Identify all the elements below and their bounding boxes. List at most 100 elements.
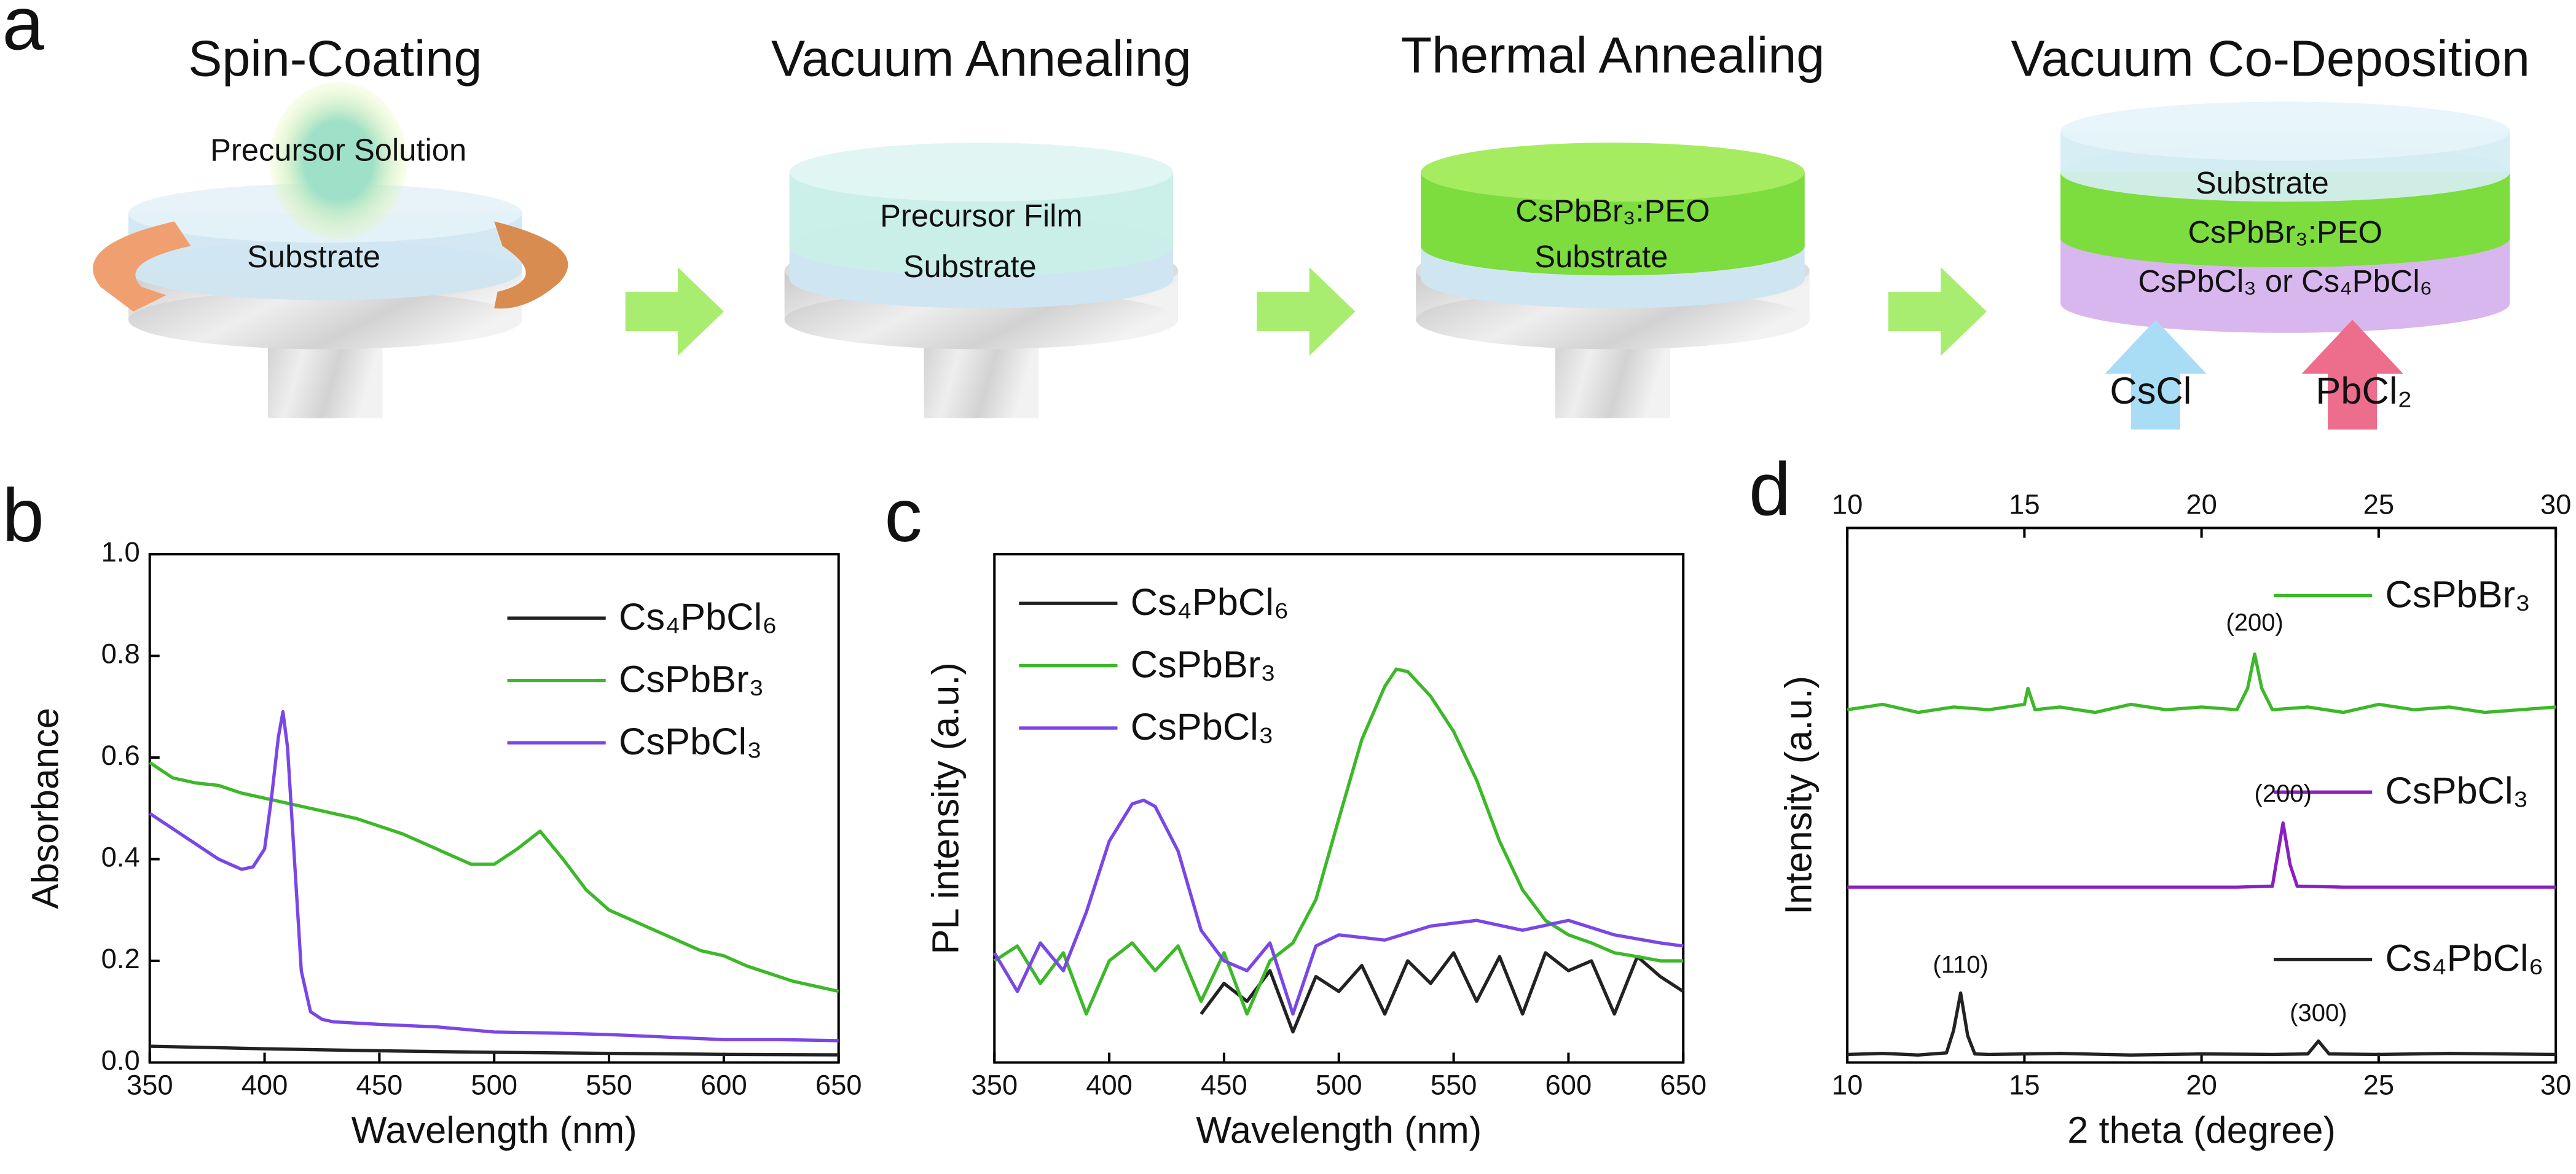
disk-bottom — [2060, 273, 2510, 333]
step-arrow — [1888, 267, 1987, 356]
legend-label: Cs₄PbCl₆ — [1131, 581, 1289, 624]
x-tick-label: 450 — [356, 1070, 403, 1101]
disk-top — [2060, 101, 2510, 161]
data-line — [149, 761, 839, 993]
legend-label: CsPbCl₃ — [619, 721, 762, 763]
x-top-tick-label: 25 — [2363, 489, 2394, 520]
layer-label: CsPbBr₃:PEO — [2188, 214, 2382, 249]
x-tick-label: 400 — [242, 1070, 288, 1101]
layer-label: CsPbBr₃:PEO — [1515, 193, 1710, 228]
layer-label: CsCl — [2110, 370, 2191, 412]
panel-label: a — [2, 0, 45, 66]
disk-bottom — [1416, 290, 1810, 350]
x-tick-label: 350 — [971, 1070, 1018, 1101]
y-axis-label: PL intensity (a.u.) — [925, 662, 967, 954]
disk-bottom — [784, 290, 1179, 350]
x-tick-label: 600 — [701, 1070, 747, 1101]
x-top-tick-label: 10 — [1832, 489, 1863, 520]
panel-label: c — [884, 474, 922, 558]
panel-label: b — [2, 474, 44, 558]
step-arrow — [1257, 267, 1356, 356]
x-top-tick-label: 15 — [2009, 489, 2040, 520]
process-diagram — [93, 82, 2510, 430]
x-top-tick-label: 20 — [2186, 489, 2217, 520]
data-line — [1847, 652, 2556, 714]
droplet — [269, 82, 407, 240]
data-line — [1200, 951, 1684, 1034]
x-tick-label: 10 — [1832, 1070, 1863, 1101]
legend-label: CsPbCl₃ — [1131, 706, 1274, 748]
disk-bottom — [2060, 143, 2510, 202]
disk-bottom — [789, 216, 1174, 276]
layer-label: Substrate — [903, 249, 1037, 284]
layer-label: Substrate — [2196, 165, 2329, 200]
y-axis-label: Absorbance — [24, 708, 66, 909]
y-axis-label: Intensity (a.u.) — [1778, 676, 1820, 915]
data-line — [993, 667, 1684, 1016]
y-tick-label: 0.2 — [101, 943, 140, 974]
layer-label: Precursor Solution — [210, 133, 466, 168]
disk-bottom — [2060, 208, 2510, 268]
x-tick-label: 15 — [2009, 1070, 2040, 1101]
data-line — [992, 798, 1684, 1016]
layer-label: Substrate — [247, 239, 380, 274]
step-title: Vacuum Co-Deposition — [2011, 29, 2530, 87]
y-tick-label: 1.0 — [101, 536, 140, 568]
data-line — [1847, 991, 2556, 1057]
x-tick-label: 550 — [586, 1070, 632, 1101]
y-tick-label: 0.0 — [101, 1044, 140, 1076]
x-tick-label: 650 — [815, 1070, 862, 1101]
x-tick-label: 550 — [1431, 1070, 1477, 1101]
layer-label: Precursor Film — [880, 198, 1083, 233]
legend-label: CsPbBr₃ — [619, 659, 764, 701]
peak-annotation: (300) — [2290, 1000, 2347, 1027]
legend-label: CsPbCl₃ — [2386, 770, 2529, 812]
up-arrow — [2301, 319, 2403, 430]
data-line — [1847, 821, 2556, 889]
x-axis-label: Wavelength (nm) — [351, 1109, 637, 1151]
peak-annotation: (110) — [1933, 951, 1988, 978]
x-tick-label: 600 — [1545, 1070, 1592, 1101]
x-tick-label: 450 — [1201, 1070, 1247, 1101]
disk-top — [1421, 143, 1805, 202]
step-arrow — [625, 267, 724, 356]
disk-top — [789, 143, 1174, 202]
peak-annotation: (200) — [2226, 609, 2283, 636]
layer-label: PbCl₂ — [2315, 370, 2412, 412]
layer-label: Substrate — [1534, 239, 1668, 274]
y-tick-label: 0.8 — [101, 638, 140, 670]
x-tick-label: 30 — [2540, 1070, 2571, 1101]
y-tick-label: 0.6 — [101, 740, 140, 771]
disk-bottom — [128, 241, 522, 300]
rotation-arrow — [93, 221, 191, 312]
x-tick-label: 25 — [2363, 1070, 2394, 1101]
x-axis-label: Wavelength (nm) — [1196, 1109, 1482, 1151]
y-tick-label: 0.4 — [101, 842, 140, 873]
up-arrow — [2105, 319, 2207, 430]
x-tick-label: 400 — [1086, 1070, 1133, 1101]
layer-label: CsPbCl₃ or Cs₄PbCl₆ — [2138, 264, 2432, 299]
step-title: Spin-Coating — [188, 29, 482, 87]
disk-bottom — [1421, 216, 1805, 276]
rotation-arrow — [494, 221, 568, 309]
x-tick-label: 500 — [1316, 1070, 1362, 1101]
legend-label: CsPbBr₃ — [2386, 573, 2531, 616]
x-top-tick-label: 30 — [2540, 489, 2571, 520]
legend-label: Cs₄PbCl₆ — [2386, 937, 2544, 980]
step-title: Vacuum Annealing — [771, 29, 1192, 87]
legend-label: CsPbBr₃ — [1131, 643, 1276, 686]
x-tick-label: 20 — [2186, 1070, 2217, 1101]
x-tick-label: 350 — [127, 1070, 173, 1101]
data-line — [149, 1044, 839, 1057]
legend-label: Cs₄PbCl₆ — [619, 596, 777, 638]
step-title: Thermal Annealing — [1401, 26, 1825, 84]
peak-annotation: (200) — [2255, 780, 2312, 807]
x-axis-label: 2 theta (degree) — [2067, 1109, 2336, 1151]
data-line — [149, 710, 839, 1043]
panel-label: d — [1749, 447, 1791, 531]
disk-bottom — [128, 290, 522, 350]
x-tick-label: 650 — [1660, 1070, 1706, 1101]
x-tick-label: 500 — [471, 1070, 517, 1101]
